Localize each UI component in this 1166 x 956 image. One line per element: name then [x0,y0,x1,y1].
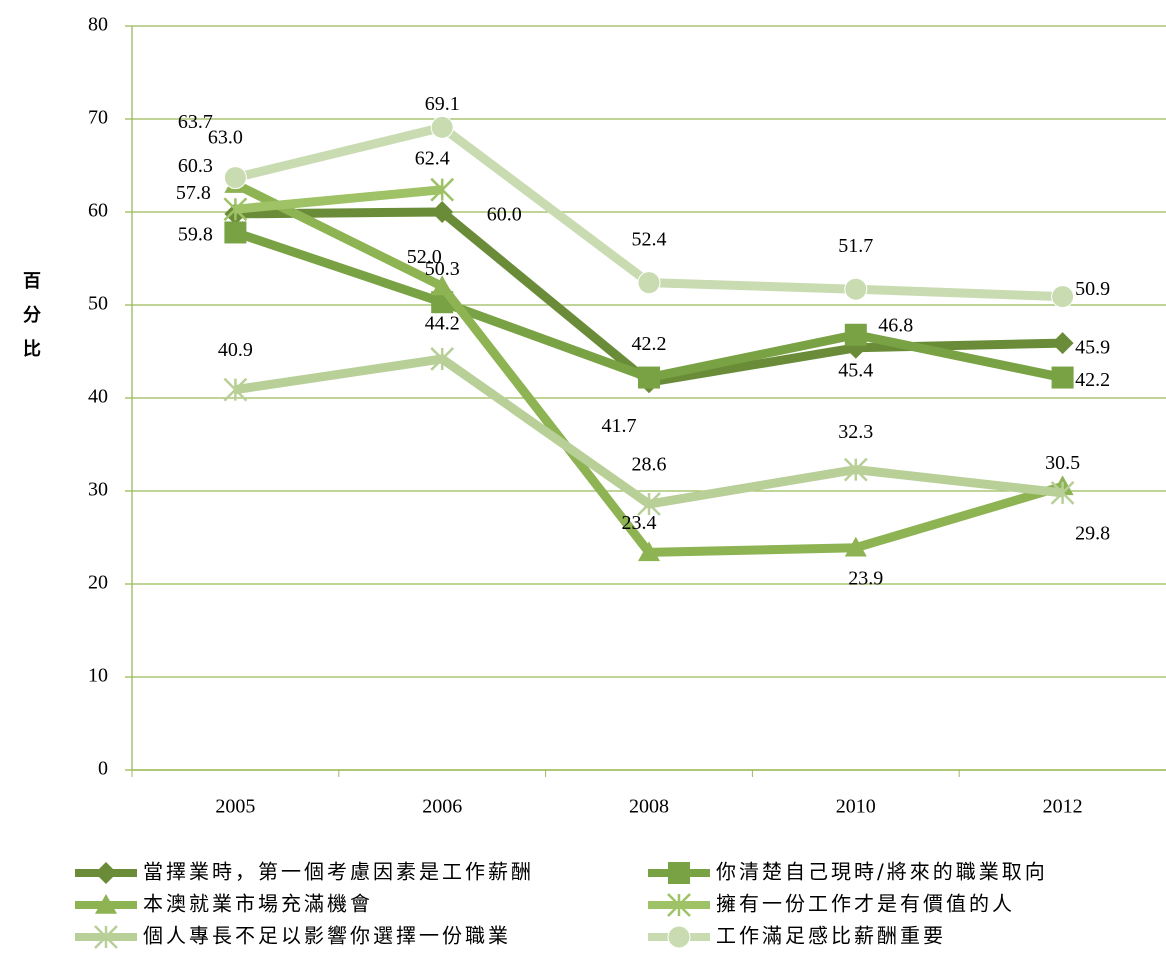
y-axis-label: 百分比 [23,271,41,360]
marker [667,925,691,949]
data-label: 60.0 [487,204,522,226]
marker [1051,285,1075,309]
data-label: 29.8 [1075,522,1110,544]
data-label: 45.4 [838,359,873,381]
marker [844,277,868,301]
marker [95,894,117,914]
data-label: 52.4 [632,228,667,250]
y-tick-label: 60 [88,200,108,222]
marker [668,862,690,884]
marker [223,197,248,222]
series-line [234,185,443,214]
data-label: 23.9 [848,567,883,589]
marker [431,275,454,296]
marker [638,541,660,562]
legend-label: 擁有一份工作才是有價值的人 [716,892,1015,916]
data-label: 32.3 [838,421,873,443]
legend-label: 個人專長不足以影響你選擇一份職業 [143,924,511,948]
data-label: 44.2 [425,313,460,335]
legend-item: 本澳就業市場充滿機會 [75,892,373,916]
marker [637,492,661,516]
y-tick-label: 0 [98,758,108,780]
data-label: 45.9 [1075,337,1110,359]
marker [223,377,248,402]
marker [843,457,868,482]
x-tick-label: 2012 [1043,796,1083,818]
legend-item: 擁有一份工作才是有價值的人 [648,892,1015,917]
data-label: 57.8 [176,182,211,204]
marker [1050,480,1075,505]
data-label: 63.7 [178,111,213,133]
marker [431,201,454,223]
y-tick-label: 80 [88,14,108,36]
data-label: 63.0 [208,127,243,149]
legend-label: 工作滿足感比薪酬重要 [716,924,946,948]
y-tick-label: 10 [88,665,108,687]
legend-item: 你清楚自己現時/將來的職業取向 [648,860,1048,884]
legend-item: 工作滿足感比薪酬重要 [648,924,946,949]
data-label: 51.7 [838,235,873,257]
marker [430,347,455,371]
marker [667,893,691,917]
legend-item: 個人專長不足以影響你選擇一份職業 [75,924,511,949]
marker [1051,332,1074,355]
data-label: 46.8 [878,314,913,336]
y-tick-label: 40 [88,386,108,408]
data-label: 30.5 [1045,452,1080,474]
marker [844,323,867,346]
marker [224,221,247,244]
x-tick-label: 2005 [215,796,255,818]
data-label: 42.2 [632,333,667,355]
y-tick-label: 30 [88,479,108,501]
data-label: 42.2 [1075,369,1110,391]
marker [1051,366,1074,389]
data-label: 41.7 [602,415,637,437]
data-label: 59.8 [178,223,213,245]
marker [638,366,660,389]
x-tick-label: 2006 [422,796,462,818]
marker [223,166,247,190]
legend-item: 當擇業時，第一個考慮因素是工作薪酬 [75,860,534,884]
marker [430,177,455,202]
marker [95,862,117,884]
marker [94,925,118,949]
data-label: 62.4 [415,147,450,169]
y-tick-label: 20 [88,572,108,594]
y-tick-label: 70 [88,107,108,129]
x-tick-label: 2010 [836,796,876,818]
legend-label: 本澳就業市場充滿機會 [143,892,373,916]
marker [430,115,454,139]
data-label: 23.4 [622,512,657,534]
legend-label: 你清楚自己現時/將來的職業取向 [716,860,1048,884]
data-label: 50.9 [1075,278,1110,300]
data-label: 50.3 [425,258,460,280]
legend-label: 當擇業時，第一個考慮因素是工作薪酬 [143,860,534,884]
data-label: 69.1 [425,93,460,115]
marker [637,271,661,295]
y-tick-label: 50 [88,293,108,315]
x-tick-label: 2008 [629,796,669,818]
marker [844,536,867,557]
data-label: 28.6 [632,454,667,476]
data-label: 60.3 [178,155,213,177]
data-label: 40.9 [218,339,253,361]
data-label: 52.0 [407,246,442,268]
